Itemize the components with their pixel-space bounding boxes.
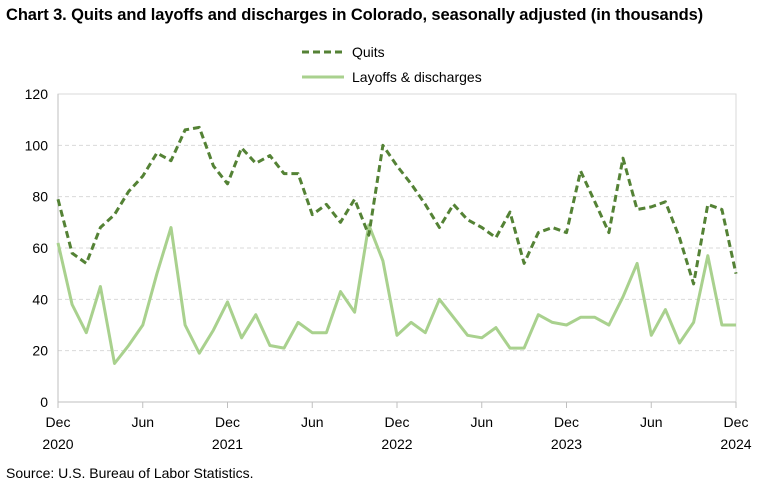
x-tick-label-month: Dec [385,414,410,430]
x-tick-label-year: 2021 [212,436,243,452]
y-tick-label-20: 20 [32,343,48,359]
x-tick-label-year: 2022 [381,436,412,452]
y-axis-tick-labels: 0 20 40 60 80 100 120 [25,86,49,410]
legend: Quits Layoffs & discharges [302,44,482,85]
chart-title: Chart 3. Quits and layoffs and discharge… [6,6,704,24]
axes [57,93,737,408]
x-axis-tick-labels: Dec 2020 Jun Dec 2021 Jun Dec 2022 Jun Dec 2023 Jun… [42,414,751,452]
x-tick-label-month: Jun [640,414,663,430]
y-tick-label-0: 0 [40,394,48,410]
y-tick-label-120: 120 [25,86,49,102]
y-tick-label-60: 60 [32,240,48,256]
x-tick-label-month: Jun [470,414,493,430]
x-tick-label-month: Jun [131,414,154,430]
x-tick-label-year: 2024 [720,436,751,452]
x-tick-label-year: 2020 [42,436,73,452]
y-tick-label-40: 40 [32,291,48,307]
legend-label: Layoffs & discharges [352,69,482,85]
series-line-layoffs-discharges [56,223,736,365]
x-tick-label-month: Dec [215,414,240,430]
legend-label: Quits [352,44,385,60]
x-tick-label-month: Dec [46,414,71,430]
x-tick-label-month: Dec [554,414,579,430]
x-tick-label-year: 2023 [551,436,582,452]
data-series [56,125,738,365]
y-tick-label-100: 100 [25,137,49,153]
series-line-quits [56,125,738,286]
x-tick-label-month: Dec [724,414,749,430]
y-tick-label-80: 80 [32,189,48,205]
source-note: Source: U.S. Bureau of Labor Statistics. [6,465,254,481]
x-tick-label-month: Jun [301,414,324,430]
gridlines [58,93,736,352]
